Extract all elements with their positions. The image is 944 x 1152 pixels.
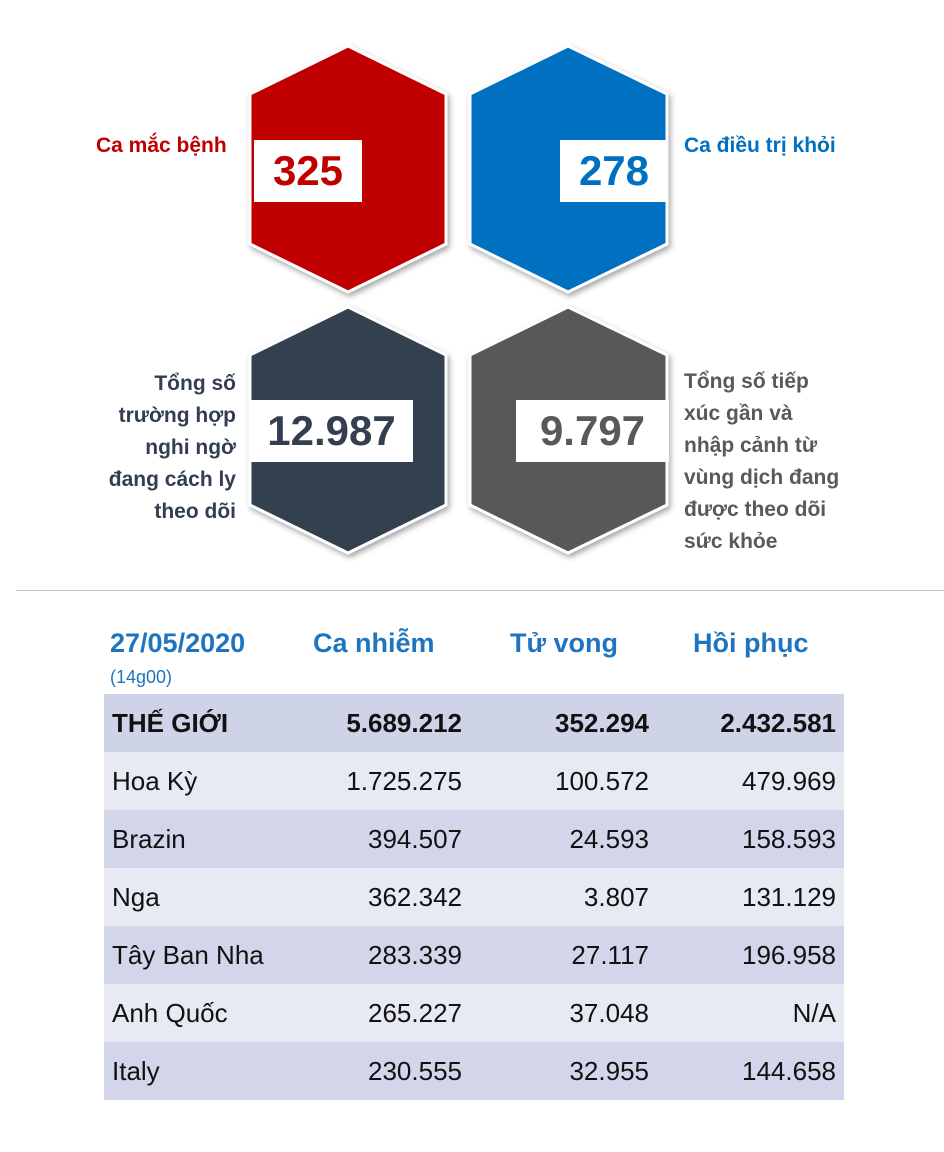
table-row: Tây Ban Nha 283.339 27.117 196.958: [104, 926, 844, 984]
row-deaths: 27.117: [470, 926, 657, 984]
row-recovered: 131.129: [657, 868, 844, 926]
row-country: Anh Quốc: [104, 984, 310, 1042]
monitoring-label: Tổng số tiếp xúc gần và nhập cảnh từ vùn…: [684, 370, 840, 553]
row-recovered: N/A: [657, 984, 844, 1042]
row-deaths: 3.807: [470, 868, 657, 926]
row-cases: 5.689.212: [310, 694, 470, 752]
quarantine-label: Tổng số trường hợp nghi ngờ đang cách ly…: [108, 372, 236, 523]
cases-value: 325: [254, 140, 362, 202]
cases-label: Ca mắc bệnh: [96, 134, 227, 157]
table-row: Italy 230.555 32.955 144.658: [104, 1042, 844, 1100]
row-recovered: 144.658: [657, 1042, 844, 1100]
row-recovered: 2.432.581: [657, 694, 844, 752]
row-cases: 394.507: [310, 810, 470, 868]
table-row: Anh Quốc 265.227 37.048 N/A: [104, 984, 844, 1042]
table-row: THẾ GIỚI 5.689.212 352.294 2.432.581: [104, 694, 844, 752]
row-cases: 362.342: [310, 868, 470, 926]
header-cases: Ca nhiễm: [313, 628, 435, 658]
row-cases: 230.555: [310, 1042, 470, 1100]
row-country: Brazin: [104, 810, 310, 868]
monitoring-value: 9.797: [516, 400, 669, 462]
row-recovered: 196.958: [657, 926, 844, 984]
table-date: 27/05/2020: [110, 628, 246, 658]
table-row: Nga 362.342 3.807 131.129: [104, 868, 844, 926]
section-divider: [16, 590, 944, 591]
row-country: Hoa Kỳ: [104, 752, 310, 810]
table-time: (14g00): [110, 667, 173, 687]
row-country: Italy: [104, 1042, 310, 1100]
stats-table: THẾ GIỚI 5.689.212 352.294 2.432.581 Hoa…: [104, 694, 844, 1100]
header-deaths: Tử vong: [510, 628, 619, 658]
row-country: THẾ GIỚI: [104, 694, 310, 752]
row-cases: 265.227: [310, 984, 470, 1042]
row-cases: 1.725.275: [310, 752, 470, 810]
row-cases: 283.339: [310, 926, 470, 984]
row-deaths: 352.294: [470, 694, 657, 752]
table-row: Hoa Kỳ 1.725.275 100.572 479.969: [104, 752, 844, 810]
row-recovered: 479.969: [657, 752, 844, 810]
row-deaths: 32.955: [470, 1042, 657, 1100]
header-recovered: Hồi phục: [693, 628, 809, 658]
row-country: Tây Ban Nha: [104, 926, 310, 984]
table-row: Brazin 394.507 24.593 158.593: [104, 810, 844, 868]
row-deaths: 37.048: [470, 984, 657, 1042]
row-deaths: 100.572: [470, 752, 657, 810]
recovered-label: Ca điều trị khỏi: [684, 134, 836, 157]
recovered-value: 278: [560, 140, 668, 202]
row-deaths: 24.593: [470, 810, 657, 868]
row-country: Nga: [104, 868, 310, 926]
row-recovered: 158.593: [657, 810, 844, 868]
quarantine-value: 12.987: [250, 400, 413, 462]
